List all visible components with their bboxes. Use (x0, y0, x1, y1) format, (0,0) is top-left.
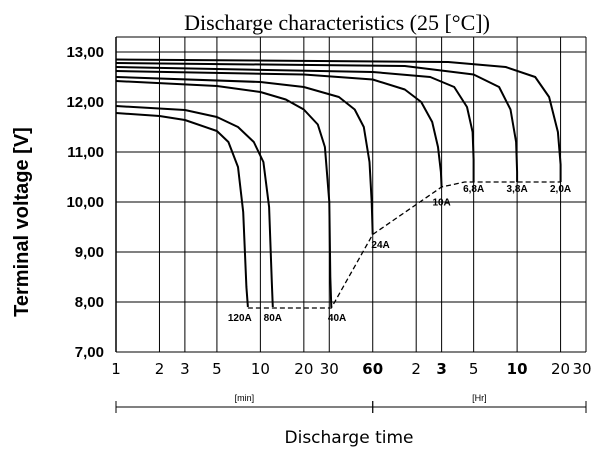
x-tick-label: 1 (111, 360, 121, 378)
curve-label: 3,8A (507, 184, 528, 195)
series-line-24A (115, 76, 374, 235)
x-tick-label: 30 (320, 360, 339, 378)
unit-range-label: [min] (235, 393, 255, 403)
y-tick-label: 7,00 (75, 344, 104, 361)
curve-label: 10A (432, 198, 450, 209)
time-unit-ranges: [min] [Hr] (115, 393, 587, 413)
x-tick-label: 3 (436, 360, 446, 378)
x-tick-label: 20 (294, 360, 313, 378)
x-tick-label: 3 (180, 360, 190, 378)
series-line-2-0A (115, 58, 562, 182)
y-tick-label: 8,00 (75, 294, 104, 311)
chart-title: Discharge characteristics (25 [°C]) (184, 10, 490, 35)
x-tick-label: 2 (155, 360, 165, 378)
x-tick-label: 20 (551, 360, 570, 378)
curve-label: 24A (371, 240, 389, 251)
series-line-6-8A (115, 66, 475, 182)
curve-labels: 120A 80A 40A 24A 10A 6,8A 3,8A 2,0A (228, 184, 571, 324)
y-tick-label: 12,00 (66, 94, 104, 111)
curve-label: 6,8A (463, 184, 484, 195)
x-tick-labels: 1 2 3 5 10 20 30 60 2 3 5 10 20 30 (111, 360, 591, 378)
curve-label: 80A (264, 313, 282, 324)
x-tick-label: 10 (507, 360, 528, 378)
x-tick-label: 10 (251, 360, 270, 378)
series-group (115, 58, 562, 309)
y-axis-label: Terminal voltage [V] (11, 127, 33, 317)
x-tick-label: 60 (362, 360, 383, 378)
curve-label: 2,0A (550, 184, 571, 195)
series-line-3-8A (115, 62, 519, 182)
series-line-10A (115, 70, 443, 188)
series-line-80A (115, 105, 274, 308)
series-line-40A (115, 80, 333, 308)
y-tick-label: 11,00 (67, 144, 104, 161)
y-tick-label: 10,00 (66, 194, 104, 211)
series-line-120A (115, 112, 249, 308)
x-axis-label: Discharge time (285, 428, 414, 448)
unit-range-label: [Hr] (472, 393, 487, 403)
grid (115, 36, 587, 353)
x-tick-label: 30 (572, 360, 591, 378)
curve-label: 120A (228, 313, 252, 324)
x-tick-label: 5 (212, 360, 222, 378)
y-tick-label: 9,00 (75, 244, 104, 261)
x-tick-label: 2 (411, 360, 421, 378)
x-tick-label: 5 (469, 360, 479, 378)
y-tick-label: 13,00 (66, 44, 104, 61)
curve-label: 40A (328, 313, 346, 324)
end-voltage-line (247, 181, 561, 309)
y-tick-labels: 7,00 8,00 9,00 10,00 11,00 12,00 13,00 (66, 44, 104, 361)
